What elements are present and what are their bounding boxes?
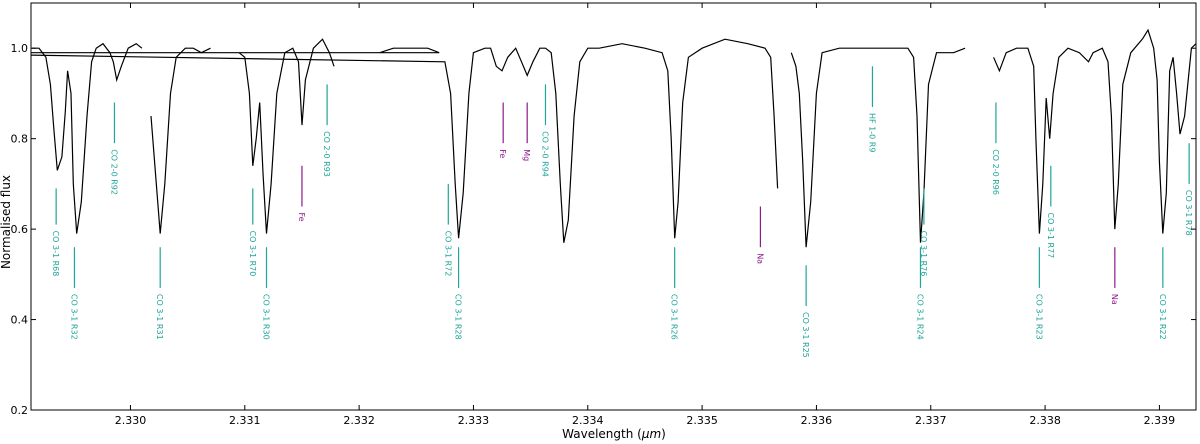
line-label-9: CO 3-1 R72 [443,231,452,277]
x-tick-label: 2.337 [915,414,947,427]
line-label-19: CO 3-1 R76 [919,231,928,277]
line-label-6: CO 3-1 R30 [262,294,271,340]
x-tick-label: 2.339 [1144,414,1176,427]
line-label-11: Fe [498,149,507,158]
y-tick-label: 0.8 [11,133,29,146]
x-tick-label: 2.334 [572,414,604,427]
axes: 2.330 2.331 2.332 2.333 2.334 2.335 2.336 2.337… [11,2,1197,427]
y-tick-label: 1.0 [11,42,29,55]
line-label-14: CO 3-1 R26 [670,294,679,340]
x-tick-label: 2.336 [801,414,833,427]
x-tick-label: 2.332 [343,414,375,427]
line-label-23: Na [1110,294,1119,305]
line-label-3: CO 2-0 R92 [109,149,118,195]
line-label-4: CO 3-1 R31 [155,294,164,340]
plot-frame [30,2,1197,411]
spectrum-segment-1 [32,42,143,234]
line-label-21: CO 3-1 R23 [1034,294,1043,340]
line-label-24: CO 3-1 R22 [1158,294,1167,340]
line-label-7: Fe [297,213,306,222]
line-label-5: CO 3-1 R70 [248,231,257,277]
line-label-1: CO 3-1 R68 [51,231,60,277]
line-label-18: CO 3-1 R24 [915,294,924,340]
spectrum-segment-2 [150,47,211,234]
y-axis-label: Normalised flux [0,175,13,269]
line-label-22: CO 3-1 R77 [1046,213,1055,259]
line-label-12: Mg [522,149,531,161]
line-label-8: CO 2-0 R93 [322,131,331,177]
x-tick-label: 2.330 [115,414,147,427]
y-tick-label: 0.4 [11,314,29,327]
plot-area [31,28,1196,248]
x-tick-label: 2.338 [1029,414,1061,427]
line-label-25: CO 3-1 R78 [1184,190,1193,236]
x-axis-label: Wavelength (μm) [562,427,666,441]
spectrum-segment-6 [993,28,1196,234]
y-tick-label: 0.2 [11,404,29,417]
x-tick-label: 2.331 [229,414,261,427]
line-label-20: CO 2-0 R96 [991,149,1000,195]
line-label-16: CO 3-1 R25 [801,312,810,358]
y-tick-label: 0.6 [11,223,29,236]
line-label-2: CO 3-1 R32 [69,294,78,340]
spectrum-segment-5 [790,47,966,248]
spectrum-segment-3 [238,38,335,234]
line-markers: CO 3-1 R68 CO 3-1 R32 CO 2-0 R92 CO 3-1 R31… [51,66,1193,358]
line-label-17: HF 1-0 R9 [867,113,876,152]
line-label-15: Na [755,253,764,264]
x-tick-label: 2.335 [686,414,718,427]
spectrum-segment-4 [31,38,779,243]
x-tick-label: 2.333 [458,414,490,427]
line-label-13: CO 2-0 R94 [540,131,549,177]
line-label-10: CO 3-1 R28 [454,294,463,340]
